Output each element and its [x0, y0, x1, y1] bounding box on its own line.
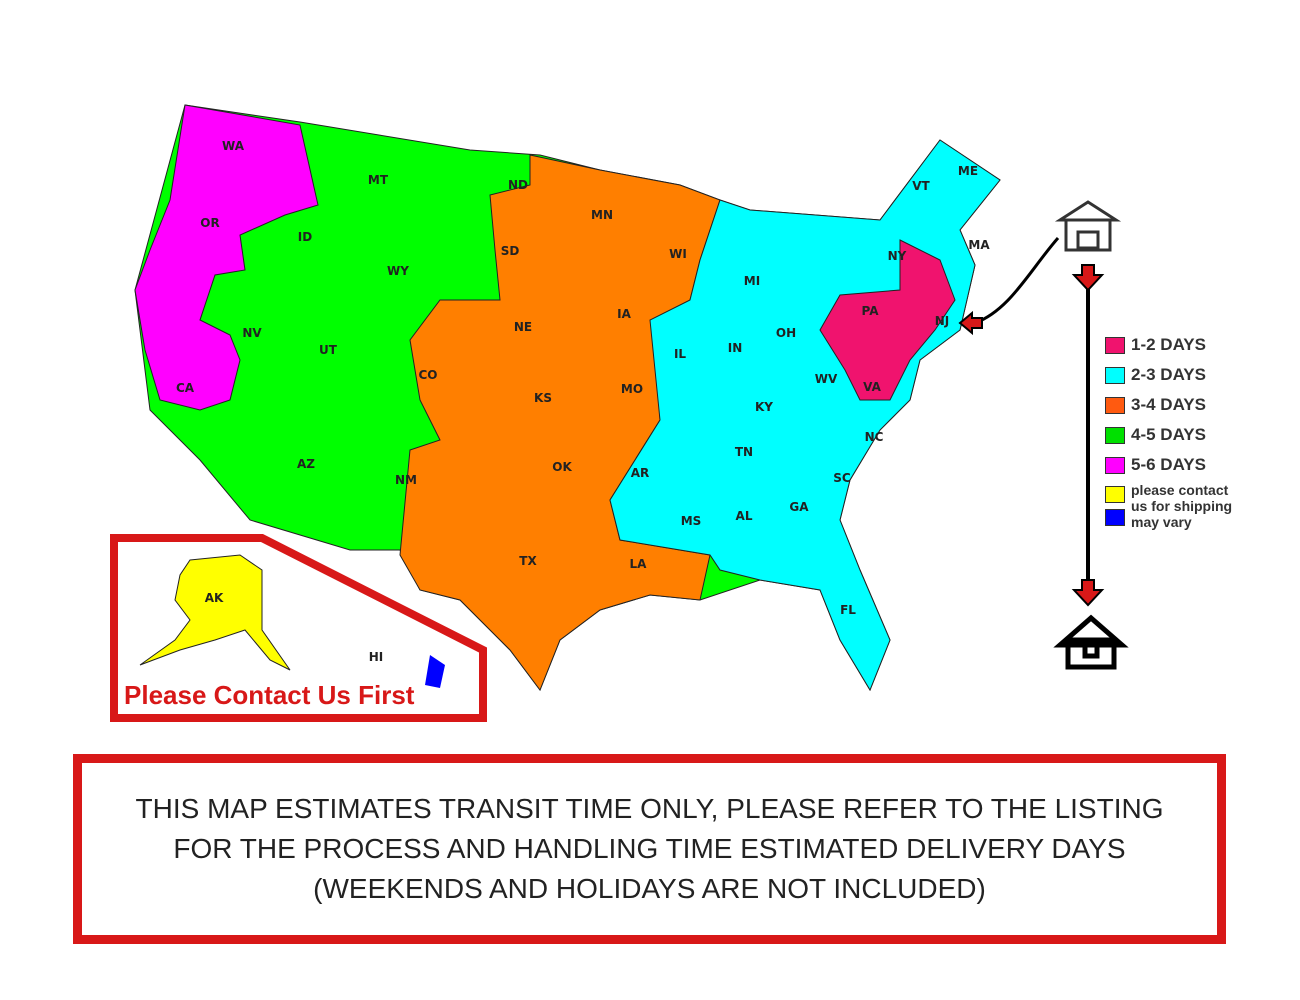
state-label-ms: MS — [681, 514, 702, 528]
us-transit-map: WA OR CA MT ID WY NV UT AZ CO NM ND SD NE KS OK TX MN IA MO… — [110, 104, 1129, 722]
state-label-va: VA — [863, 380, 881, 394]
state-label-nv: NV — [242, 326, 262, 340]
alaska — [139, 554, 291, 671]
state-label-mi: MI — [744, 274, 760, 288]
legend: 1-2 DAYS 2-3 DAYS 3-4 DAYS 4-5 DAYS 5-6 DAYS… — [1105, 330, 1232, 530]
legend-note-line: us for shipping — [1131, 498, 1233, 514]
state-label-ak: AK — [205, 591, 224, 605]
legend-label: 1-2 DAYS — [1131, 335, 1206, 354]
legend-note: please contact us for shipping may vary — [1131, 482, 1232, 530]
state-label-ks: KS — [534, 391, 552, 405]
state-label-ky: KY — [755, 400, 773, 414]
legend-swatch-blue — [1105, 509, 1125, 526]
state-label-ok: OK — [552, 460, 572, 474]
state-label-nm: NM — [395, 473, 417, 487]
hawaii — [425, 655, 445, 688]
legend-label: 5-6 DAYS — [1131, 455, 1206, 474]
state-label-co: CO — [418, 368, 437, 382]
zone-1-2-days — [819, 239, 956, 401]
state-label-or: OR — [200, 216, 219, 230]
state-label-ga: GA — [789, 500, 809, 514]
state-label-tx: TX — [519, 554, 537, 568]
legend-swatch-yellow — [1105, 486, 1125, 503]
state-label-sd: SD — [501, 244, 520, 258]
legend-note-line: please contact — [1131, 482, 1229, 498]
legend-swatch — [1105, 336, 1125, 354]
legend-item: 3-4 DAYS — [1105, 390, 1232, 420]
state-label-sc: SC — [833, 471, 851, 485]
legend-item: 2-3 DAYS — [1105, 360, 1232, 390]
legend-item-contact: please contact us for shipping may vary — [1105, 482, 1232, 530]
arrow-down-icon — [1071, 264, 1105, 292]
zone-5-6-days — [134, 104, 319, 411]
state-label-ma: MA — [968, 238, 990, 252]
state-label-nd: ND — [508, 178, 528, 192]
legend-item: 1-2 DAYS — [1105, 330, 1232, 360]
legend-label: 2-3 DAYS — [1131, 365, 1206, 384]
state-label-az: AZ — [297, 457, 315, 471]
legend-item: 5-6 DAYS — [1105, 450, 1232, 480]
state-label-la: LA — [630, 557, 648, 571]
arrow-down-icon — [1071, 579, 1105, 607]
legend-swatch — [1105, 366, 1125, 384]
legend-swatch — [1105, 426, 1125, 444]
transit-note-text: THIS MAP ESTIMATES TRANSIT TIME ONLY, PL… — [135, 793, 1164, 904]
state-label-nj: NJ — [935, 314, 950, 328]
state-label-ny: NY — [888, 249, 907, 263]
state-label-pa: PA — [862, 304, 880, 318]
state-label-ar: AR — [631, 466, 650, 480]
state-label-vt: VT — [912, 179, 930, 193]
state-label-hi: HI — [369, 650, 384, 664]
state-label-oh: OH — [776, 326, 796, 340]
warehouse-icon — [1054, 200, 1122, 252]
state-label-il: IL — [674, 347, 686, 361]
legend-swatch — [1105, 456, 1125, 474]
state-label-mn: MN — [591, 208, 613, 222]
state-label-wv: WV — [815, 372, 838, 386]
legend-label: 3-4 DAYS — [1131, 395, 1206, 414]
state-label-fl: FL — [840, 603, 856, 617]
arrow-left-icon — [958, 310, 983, 336]
state-label-in: IN — [728, 341, 743, 355]
inset-frame — [110, 534, 487, 722]
state-label-mo: MO — [621, 382, 643, 396]
state-label-ia: IA — [617, 307, 631, 321]
legend-swatch — [1105, 396, 1125, 414]
state-label-me: ME — [958, 164, 978, 178]
legend-label: 4-5 DAYS — [1131, 425, 1206, 444]
state-label-mt: MT — [368, 173, 389, 187]
route-arrow — [974, 237, 1060, 325]
state-label-ca: CA — [176, 381, 195, 395]
state-label-ne: NE — [514, 320, 532, 334]
state-label-ut: UT — [319, 343, 338, 357]
state-label-wa: WA — [222, 139, 245, 153]
state-label-wy: WY — [387, 264, 409, 278]
state-label-id: ID — [298, 230, 312, 244]
house-icon — [1053, 614, 1129, 670]
legend-note-line: may vary — [1131, 514, 1192, 530]
state-label-al: AL — [736, 509, 753, 523]
state-label-wi: WI — [669, 247, 687, 261]
inset-caption: Please Contact Us First — [124, 680, 415, 710]
state-label-tn: TN — [735, 445, 753, 459]
state-label-nc: NC — [865, 430, 884, 444]
transit-note: THIS MAP ESTIMATES TRANSIT TIME ONLY, PL… — [73, 754, 1226, 944]
legend-item: 4-5 DAYS — [1105, 420, 1232, 450]
